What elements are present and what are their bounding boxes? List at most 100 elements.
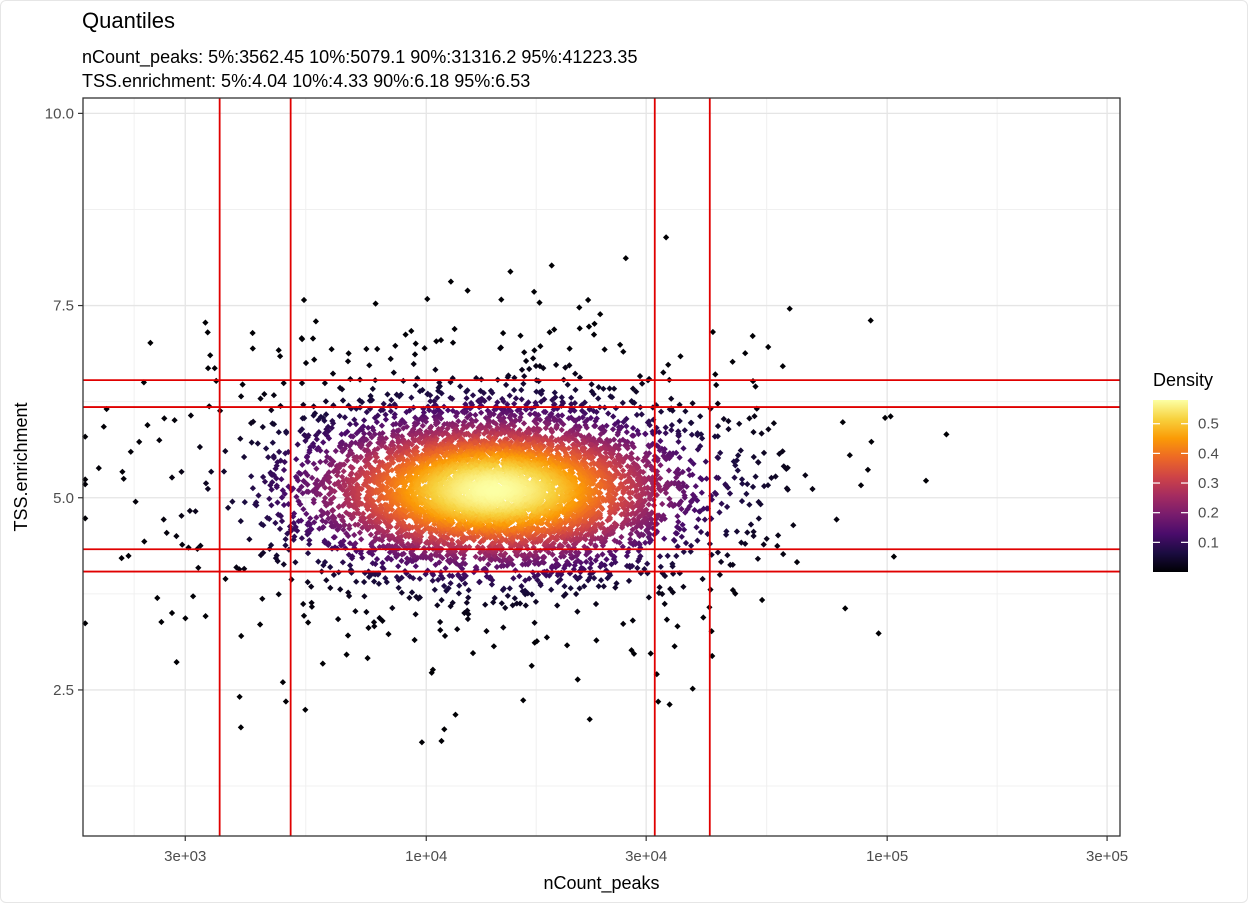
data-point-312 [337, 586, 344, 593]
data-point-74 [628, 647, 635, 654]
data-point-848 [670, 536, 678, 544]
data-point-136 [374, 345, 381, 353]
data-point-103 [868, 438, 875, 445]
chart-subtitle-tss: TSS.enrichment: 5%:4.04 10%:4.33 90%:6.1… [82, 71, 531, 91]
data-point-695 [697, 528, 705, 536]
data-point-1124 [687, 498, 695, 505]
data-point-64 [922, 477, 930, 484]
data-point-1882 [330, 494, 337, 501]
data-point-294 [554, 602, 561, 609]
data-point-662 [341, 414, 349, 421]
data-point-607 [687, 542, 695, 549]
data-point-269 [699, 575, 706, 583]
data-point-394 [412, 382, 419, 389]
data-point-33 [574, 676, 581, 683]
data-point-752 [298, 535, 306, 542]
data-point-493 [358, 398, 366, 406]
data-point-224 [168, 474, 176, 481]
data-point-1291 [304, 472, 311, 479]
data-point-45 [842, 605, 849, 612]
data-point-212 [780, 550, 787, 558]
data-point-407 [465, 594, 472, 601]
data-point-687 [668, 426, 675, 434]
data-point-1021 [444, 407, 452, 414]
data-point-1978 [630, 516, 637, 523]
data-point-1252 [298, 483, 305, 490]
data-point-916 [403, 408, 410, 416]
data-point-208 [661, 600, 668, 608]
data-point-606 [688, 431, 696, 438]
data-point-378 [600, 385, 607, 392]
data-point-1583 [432, 421, 440, 428]
data-point-973 [373, 555, 381, 563]
data-point-111 [674, 623, 681, 630]
data-point-456 [457, 383, 464, 390]
data-point-24 [300, 296, 308, 304]
data-point-252 [746, 415, 753, 422]
data-point-1791 [326, 478, 333, 486]
data-point-403 [750, 453, 757, 461]
data-point-600 [380, 400, 387, 408]
data-point-358 [280, 561, 287, 568]
data-point-180 [411, 351, 419, 358]
data-point-443 [237, 517, 244, 525]
data-point-329 [513, 600, 520, 607]
data-point-105 [344, 632, 352, 639]
data-point-598 [634, 564, 641, 572]
data-point-446 [595, 583, 602, 590]
data-point-1254 [631, 538, 638, 546]
data-point-37 [536, 299, 543, 306]
data-point-87 [469, 649, 477, 657]
data-point-708 [512, 395, 520, 402]
data-point-120 [533, 638, 541, 645]
data-point-1375 [313, 465, 320, 472]
data-point-1474 [368, 434, 375, 441]
data-point-1513 [314, 477, 321, 484]
data-point-1223 [609, 426, 617, 433]
data-point-784 [702, 458, 709, 465]
data-point-100 [276, 353, 284, 360]
data-point-385 [682, 408, 689, 415]
data-point-1060 [540, 408, 548, 416]
data-point-481 [370, 578, 378, 585]
data-point-289 [763, 535, 770, 542]
data-point-1069 [442, 565, 449, 572]
data-point-1440 [665, 467, 673, 474]
data-point-1793 [339, 513, 346, 521]
data-point-441 [502, 381, 510, 389]
data-point-615 [638, 411, 645, 418]
data-point-911 [703, 475, 710, 482]
data-point-609 [282, 536, 289, 543]
data-point-272 [592, 600, 600, 608]
data-point-223 [270, 392, 278, 399]
data-point-702 [329, 420, 337, 427]
data-point-539 [445, 585, 452, 592]
data-point-363 [750, 528, 757, 535]
data-point-670 [276, 525, 284, 533]
data-point-897 [454, 571, 462, 578]
data-point-17 [689, 685, 696, 692]
data-point-571 [408, 394, 415, 401]
data-point-242 [178, 468, 185, 475]
data-point-1309 [394, 551, 402, 558]
data-point-253 [790, 522, 797, 529]
data-point-2065 [353, 457, 361, 465]
data-point-161 [334, 615, 342, 623]
data-point-655 [339, 559, 347, 566]
data-point-210 [261, 390, 268, 398]
data-point-537 [597, 577, 605, 584]
data-point-1210 [564, 558, 571, 565]
data-point-873 [313, 436, 320, 443]
data-point-602 [731, 474, 738, 481]
data-point-14 [655, 698, 662, 705]
data-point-227 [566, 362, 573, 369]
data-point-1179 [300, 506, 307, 513]
data-point-1765 [367, 531, 375, 538]
data-point-776 [272, 465, 279, 472]
data-point-134 [119, 468, 126, 475]
data-point-866 [382, 411, 389, 418]
data-point-188 [237, 393, 245, 400]
data-point-27 [464, 287, 471, 294]
data-point-258 [716, 571, 724, 578]
data-point-323 [482, 601, 489, 608]
